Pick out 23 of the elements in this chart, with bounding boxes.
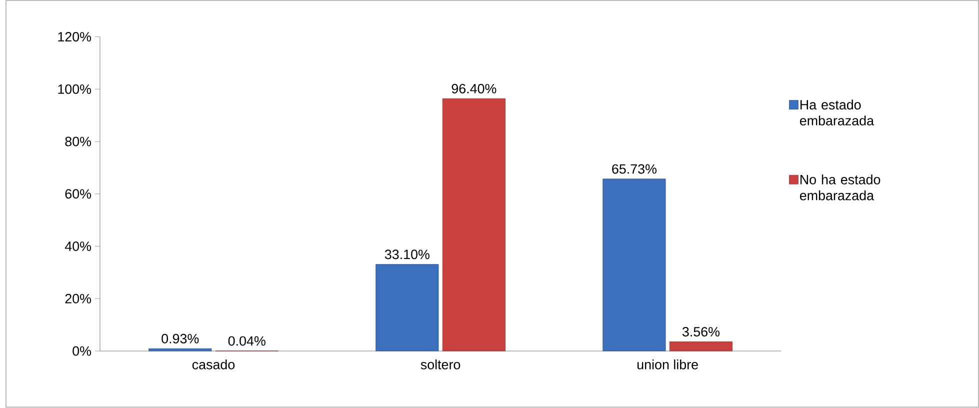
y-tick-label: 80% [65,136,92,146]
y-tick-label: 100% [58,84,92,94]
bar [376,264,439,352]
y-tick-label: 20% [65,294,92,304]
bar [148,348,212,352]
data-label: 96.40% [452,84,496,94]
data-label: 3.56% [682,327,720,337]
data-label: 33.10% [384,250,430,260]
bar [442,98,506,352]
y-tick-label: 120% [58,32,92,42]
legend-label: Ha estado embarazada [800,100,874,126]
x-tick-label: soltero [420,360,460,370]
data-label: 0.93% [162,334,199,344]
x-tick-label: casado [192,360,235,370]
bar [602,178,666,352]
data-label: 65.73% [612,164,656,174]
y-tick-label: 40% [64,242,92,252]
legend-label: No ha estado embarazada [800,174,880,200]
data-label: 0.04% [228,336,266,346]
y-tick-label: 60% [65,189,92,199]
bar [669,342,732,352]
x-tick-label: union libre [637,360,698,370]
y-tick-label: 0% [72,346,92,356]
